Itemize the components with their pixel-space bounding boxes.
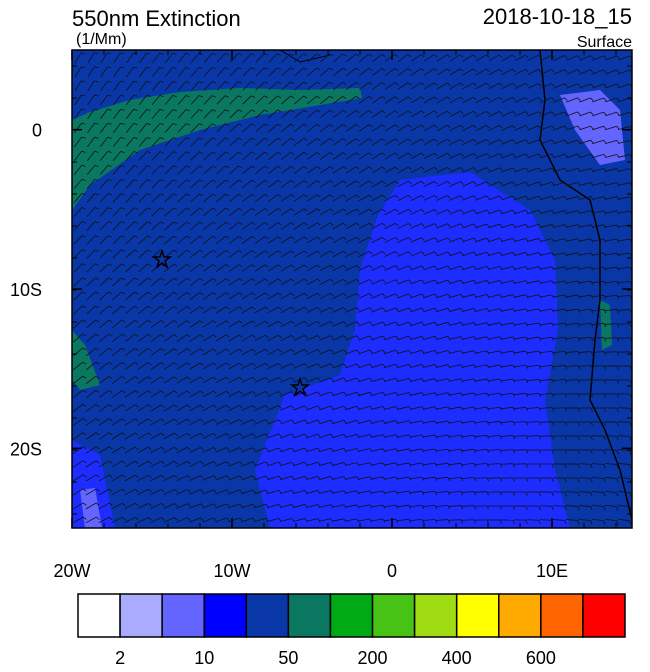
wind-barb <box>592 450 604 451</box>
x-tick-label: 10W <box>213 561 250 581</box>
y-tick-label: 10S <box>10 280 42 300</box>
colorbar-label: 50 <box>278 648 298 667</box>
y-tick-label: 20S <box>10 439 42 459</box>
colorbar-box <box>204 594 246 637</box>
colorbar-box <box>162 594 204 637</box>
wind-barb <box>579 380 591 381</box>
wind-barb <box>553 492 565 493</box>
x-tick-label: 0 <box>387 561 397 581</box>
x-tick-label: 10E <box>536 561 568 581</box>
x-tick-label: 20W <box>53 561 90 581</box>
wind-barb <box>579 464 591 465</box>
colorbar-box <box>330 594 372 637</box>
colorbar-box <box>541 594 583 637</box>
units: (1/Mm) <box>76 31 127 48</box>
y-tick-label: 0 <box>32 121 42 141</box>
wind-barb <box>618 338 630 339</box>
colorbar-label: 200 <box>358 648 388 667</box>
colorbar-label: 2 <box>115 648 125 667</box>
wind-barb <box>566 394 578 395</box>
wind-barb <box>592 366 604 367</box>
title: 550nm Extinction <box>72 6 241 31</box>
wind-barb <box>605 352 617 353</box>
colorbar-label: 600 <box>526 648 556 667</box>
colorbar-box <box>288 594 330 637</box>
wind-barb <box>605 436 617 437</box>
wind-barb <box>540 506 552 507</box>
colorbar-box <box>457 594 499 637</box>
wind-barb <box>527 520 539 521</box>
colorbar-box <box>415 594 457 637</box>
map-field <box>72 50 632 528</box>
colorbar-label: 400 <box>442 648 472 667</box>
colorbar-box <box>583 594 625 637</box>
colorbar-box <box>373 594 415 637</box>
colorbar-box <box>120 594 162 637</box>
colorbar-box <box>78 594 120 637</box>
date: 2018-10-18_15 <box>483 4 632 29</box>
colorbar-box <box>499 594 541 637</box>
wind-barb <box>566 478 578 479</box>
colorbar-label: 10 <box>194 648 214 667</box>
colorbar-box <box>246 594 288 637</box>
level: Surface <box>577 34 632 51</box>
